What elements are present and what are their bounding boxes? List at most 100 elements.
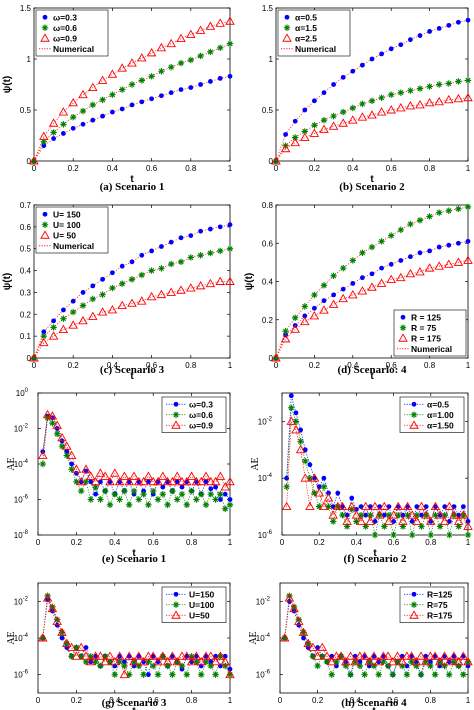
data-point [426,83,433,90]
y-tick-label: 10-2 [14,424,29,434]
y-axis-label: ψ(t) [2,76,13,94]
y-tick-label: 0.6 [20,223,32,232]
data-point [308,642,318,652]
chart-panel-a: 0 0.2 0.4 0.6 0.8 1 0 0.5 1 1.5 t ψ(t) ω=0.3ω=0.6ω=0… [2,4,235,193]
data-point [427,248,432,254]
data-point [314,488,324,497]
data-point [102,487,109,495]
data-point [352,653,358,659]
legend-label: U= 150 [53,209,81,219]
x-tick-label: 0 [274,361,279,370]
series-line [284,594,469,676]
data-point [417,671,425,678]
data-point [95,651,106,660]
x-tick-label: 0 [280,538,285,547]
data-point [458,651,469,660]
data-point [158,471,168,480]
data-point [430,501,441,511]
x-tick-label: 1 [466,361,471,370]
data-point [399,523,407,530]
data-point [444,94,454,104]
data-point [176,33,186,43]
y-tick-label: 0.3 [20,288,32,297]
legend-label: R=125 [427,589,453,599]
data-point [436,244,442,250]
data-point [312,305,317,311]
data-point [282,142,289,149]
data-point [370,662,378,670]
legend-marker [282,33,292,42]
data-point [302,457,309,465]
data-point [114,651,125,660]
data-point [80,290,86,295]
data-point [359,651,370,660]
data-point [116,658,123,666]
data-point [79,107,87,115]
data-point [111,671,118,678]
data-point [446,242,452,248]
data-point [213,484,219,490]
data-point [100,471,110,480]
x-axis-label: t [370,174,374,185]
data-point [135,496,142,503]
data-point [309,311,320,320]
data-point [177,651,187,660]
data-point [298,627,309,636]
data-point [405,268,416,278]
data-point [463,255,473,264]
data-point [30,157,38,165]
x-tick-label: 1 [228,538,233,547]
data-point [93,491,98,497]
legend-marker [399,324,407,331]
y-tick-label: 10-6 [14,670,29,680]
data-point [368,97,376,105]
data-point [176,285,186,294]
data-point [421,510,431,519]
data-point [449,510,459,519]
data-point [460,671,467,678]
data-point [364,656,375,666]
data-point [138,271,145,279]
data-point [331,82,336,87]
data-point [100,276,105,282]
data-point [388,656,398,666]
data-point [319,653,326,660]
data-point [455,523,462,530]
data-point [346,501,357,511]
x-axis-label: t [132,706,136,710]
data-point [107,305,118,314]
legend-marker [41,221,49,228]
data-point [186,656,197,666]
data-point [166,38,176,48]
x-tick-label: 0.4 [351,538,363,547]
x-tick-label: 0.2 [68,361,80,370]
data-point [453,516,464,525]
data-point [58,107,69,116]
data-point [293,410,299,416]
series-2 [30,245,234,362]
numerical-line [275,80,469,162]
data-point [148,73,155,80]
data-point [146,291,157,301]
data-point [117,300,127,309]
numerical-line [275,260,469,359]
x-tick-label: 0.8 [425,538,437,547]
data-point [426,213,433,220]
series-3 [29,16,235,165]
data-point [302,313,308,319]
data-point [148,267,155,274]
data-point [284,593,295,602]
data-point [174,479,180,485]
data-point [168,63,175,71]
data-point [99,291,106,298]
data-point [439,651,450,660]
data-point [105,476,115,486]
data-point [44,592,51,600]
data-point [217,490,224,498]
y-tick-label: 0.4 [262,278,274,287]
numerical-line [33,20,231,162]
legend-label: R = 175 [411,333,441,343]
y-axis-label: ψ(t) [2,273,13,291]
